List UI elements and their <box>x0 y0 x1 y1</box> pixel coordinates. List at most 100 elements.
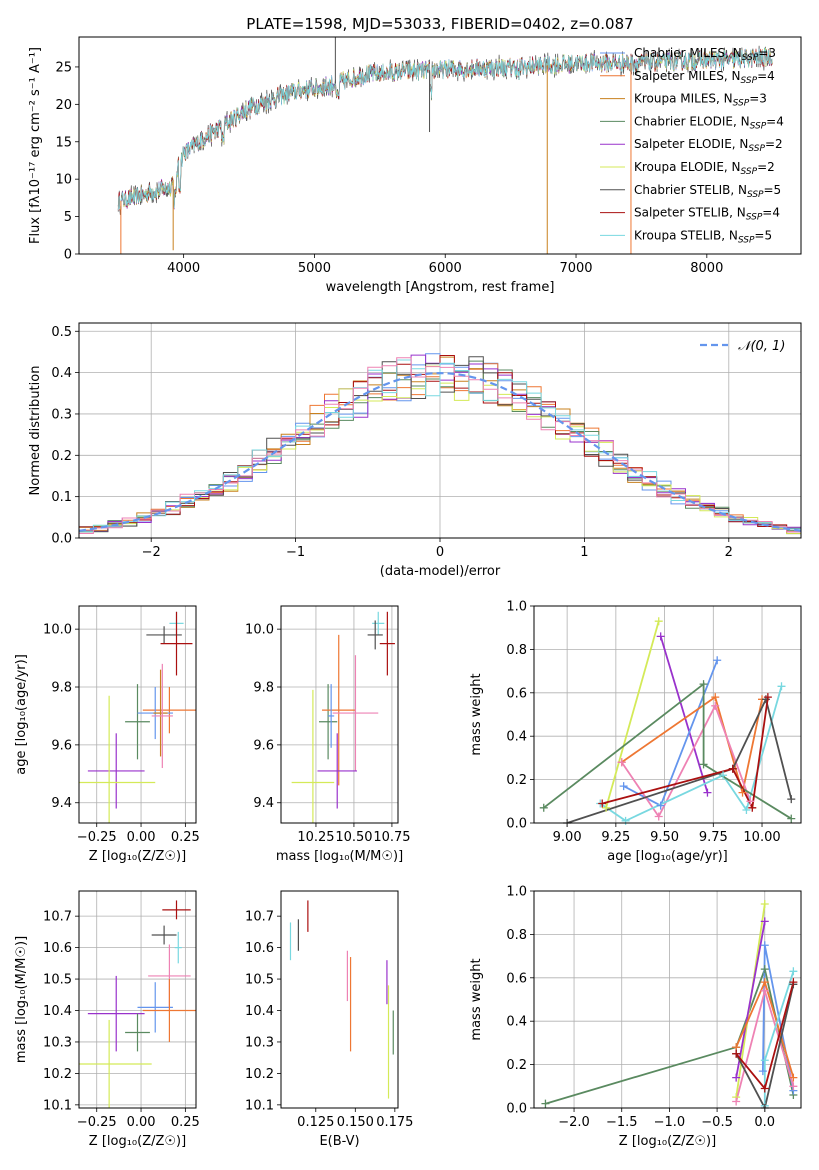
weight-vs-age-ytick-label-2: 0.4 <box>506 730 527 745</box>
weight-vs-age-marker-2-2 <box>713 656 722 665</box>
weight-vs-z-ytick-label-2: 0.4 <box>506 1015 527 1030</box>
age-vs-mass-point-8 <box>291 689 335 823</box>
age-vs-mass-panel: 10.25 10.50 10.75 9.4 9.6 9.8 10.0 mass [log₁₀(… <box>245 605 411 864</box>
spectrum-legend-label-6: Chabrier STELIB, NSSP=5 <box>634 183 781 200</box>
mass-vs-z-point-4 <box>137 982 173 1033</box>
legend-text: =3 <box>758 46 776 60</box>
weight-vs-age-marker-8-0 <box>598 799 607 808</box>
mass-vs-ebv-ytick-label-1: 10.2 <box>245 1067 274 1082</box>
weight-vs-z-xtick-label-0: −2.0 <box>558 1115 590 1130</box>
weight-vs-age-marker-6-0 <box>539 803 548 812</box>
weight-vs-age-marker-8-2 <box>748 803 757 812</box>
mass-vs-z-xtick-label-1: 0.00 <box>127 1115 156 1130</box>
weight-vs-z-xtick-label-1: −1.5 <box>606 1115 638 1130</box>
legend-text: =2 <box>757 160 775 174</box>
mass-vs-ebv-xtick-label-2: 0.175 <box>376 1115 413 1130</box>
spectrum-legend-label-8: Kroupa STELIB, NSSP=5 <box>634 228 772 245</box>
weight-vs-age-marker-0-1 <box>654 617 663 626</box>
age-vs-mass-point-0 <box>372 611 385 635</box>
legend-text: Chabrier MILES, N <box>634 46 742 60</box>
spectrum-xtick-label-1: 5000 <box>298 261 331 276</box>
age-vs-z-ytick-label-0: 9.4 <box>51 796 72 811</box>
age-vs-mass-xlabel: mass [log₁₀(M/M☉)] <box>276 849 403 864</box>
age-vs-mass-ytick-label-1: 9.6 <box>253 738 274 753</box>
mass-vs-z-point-6 <box>87 975 145 1052</box>
weight-vs-z-marker-4-2 <box>789 1073 798 1082</box>
age-vs-z-point-7 <box>151 663 173 769</box>
age-vs-z-panel: −0.25 0.00 0.25 9.4 9.6 9.8 10.0 Z [log₁₀(Z/Z☉)… <box>14 605 200 864</box>
spectrum-plot-area <box>117 37 773 254</box>
mass-vs-z-ytick-label-1: 10.2 <box>43 1067 72 1082</box>
weight-vs-z-marker-3-0 <box>758 1067 767 1076</box>
spectrum-legend-label-2: Kroupa MILES, NSSP=3 <box>634 92 767 109</box>
spectrum-ytick-label-1: 5 <box>64 210 72 225</box>
age-vs-mass-point-5 <box>328 684 335 748</box>
spectrum-xtick-label-3: 7000 <box>559 261 592 276</box>
gaussian-legend-label: 𝒩(0, 1) <box>738 339 785 354</box>
legend-text: =4 <box>766 114 784 128</box>
weight-vs-age-marker-6-3 <box>787 814 796 823</box>
mass-vs-z-plot-area <box>79 900 196 1108</box>
weight-vs-z-marker-6-1 <box>760 1056 769 1065</box>
residuals-xtick-label-4: 2 <box>725 545 733 560</box>
residuals-plot-area <box>79 353 801 535</box>
weight-vs-age-marker-4-3 <box>746 797 755 806</box>
weight-vs-z-marker-2-1 <box>760 917 769 926</box>
gaussian-curve <box>79 371 801 532</box>
spectrum-ytick-label-5: 25 <box>55 60 72 75</box>
mass-vs-z-ytick-label-4: 10.5 <box>43 973 72 988</box>
age-vs-mass-frame <box>280 605 399 824</box>
spectrum-xtick-label-4: 8000 <box>690 261 723 276</box>
mass-vs-z-point-5 <box>142 979 196 1042</box>
weight-vs-z-marker-8-1 <box>760 1084 769 1093</box>
spectrum-xtick-label-2: 6000 <box>429 261 462 276</box>
weight-vs-age-marker-4-1 <box>654 812 663 821</box>
mass-vs-ebv-plot-area <box>289 900 394 1099</box>
weight-vs-z-marker-5-2 <box>789 1082 798 1091</box>
legend-text: Salpeter STELIB, N <box>634 206 746 220</box>
age-vs-z-ytick-label-1: 9.6 <box>51 738 72 753</box>
weight-vs-z-ylabel: mass weight <box>469 958 484 1040</box>
spectrum-panel: 4000 5000 6000 7000 8000 0 5 10 15 20 25 wavelength… <box>28 15 802 295</box>
age-vs-mass-plot-area <box>291 611 395 823</box>
mass-vs-ebv-panel: 0.125 0.150 0.175 10.1 10.2 10.3 10.4 10.5 10.6 1… <box>245 890 413 1149</box>
age-vs-z-point-9 <box>79 695 156 823</box>
weight-vs-age-ylabel: mass weight <box>469 673 484 755</box>
weight-vs-age-ytick-label-5: 1.0 <box>506 600 527 615</box>
weight-vs-z-ytick-label-0: 0.0 <box>506 1102 527 1117</box>
residuals-ytick-label-1: 0.1 <box>51 490 72 505</box>
weight-vs-age-ytick-label-0: 0.0 <box>506 817 527 832</box>
spectrum-legend-label-1: Salpeter MILES, NSSP=4 <box>634 69 775 86</box>
age-vs-z-point-4 <box>142 687 196 734</box>
weight-vs-age-marker-4-2 <box>711 701 720 710</box>
weight-vs-age-ytick-label-3: 0.6 <box>506 686 527 701</box>
weight-vs-z-ytick-label-5: 1.0 <box>506 885 527 900</box>
residual-hist-pink <box>79 357 801 534</box>
spectrum-xlabel: wavelength [Angstrom, rest frame] <box>326 280 555 295</box>
legend-sub: SSP <box>733 99 750 109</box>
legend-sub: SSP <box>748 144 765 154</box>
age-vs-z-ytick-label-3: 10.0 <box>43 623 72 638</box>
residuals-xtick-label-1: −1 <box>286 545 305 560</box>
weight-vs-age-frame <box>533 605 802 824</box>
spectrum-ytick-label-2: 10 <box>55 173 72 188</box>
mass-vs-ebv-xtick-label-1: 0.150 <box>337 1115 374 1130</box>
mass-vs-ebv-ytick-label-2: 10.3 <box>245 1035 274 1050</box>
mass-vs-z-ytick-label-2: 10.3 <box>43 1035 72 1050</box>
weight-vs-z-marker-8-2 <box>789 978 798 987</box>
weight-vs-age-ytick-label-1: 0.2 <box>506 773 527 788</box>
age-vs-mass-point-4 <box>322 634 356 786</box>
spectrum-legend-label-5: Kroupa ELODIE, NSSP=2 <box>634 160 775 177</box>
spectrum-line-8 <box>117 47 773 210</box>
mass-vs-z-ylabel: mass [log₁₀(M/M☉)] <box>14 936 29 1063</box>
weight-vs-z-marker-5-0 <box>732 1097 741 1106</box>
mass-vs-z-ytick-label-3: 10.4 <box>43 1004 72 1019</box>
weight-vs-age-series-7 <box>566 696 793 823</box>
weight-vs-age-xlabel: age [log₁₀(age/yr)] <box>607 849 728 864</box>
weight-vs-age-marker-2-1 <box>656 801 665 810</box>
mass-vs-z-xtick-label-0: −0.25 <box>77 1115 117 1130</box>
legend-text: =5 <box>764 183 782 197</box>
age-vs-z-ylabel: age [log₁₀(age/yr)] <box>14 654 29 775</box>
legend-text: Salpeter ELODIE, N <box>634 137 748 151</box>
weight-vs-z-marker-2-0 <box>732 1073 741 1082</box>
